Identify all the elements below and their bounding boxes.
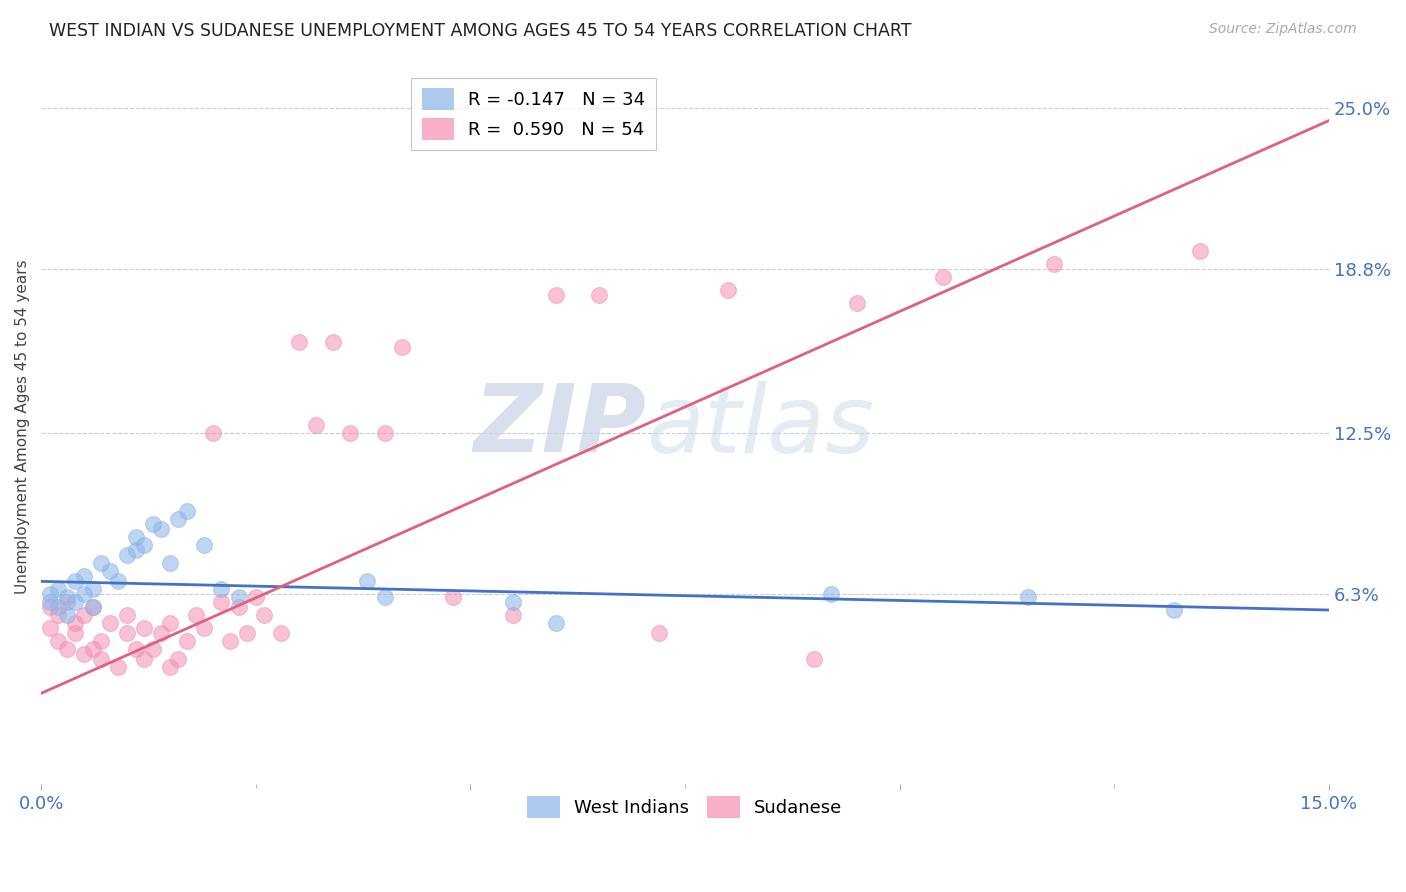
Point — [270, 626, 292, 640]
Point — [228, 590, 250, 604]
Point — [56, 642, 79, 657]
Point — [1189, 244, 1212, 258]
Point — [219, 634, 242, 648]
Point — [176, 504, 198, 518]
Point — [90, 652, 112, 666]
Point — [159, 615, 181, 630]
Point — [82, 642, 104, 657]
Point — [803, 652, 825, 666]
Text: atlas: atlas — [647, 381, 875, 472]
Point — [73, 647, 96, 661]
Point — [115, 608, 138, 623]
Point — [236, 626, 259, 640]
Point — [717, 283, 740, 297]
Point — [931, 269, 953, 284]
Point — [124, 530, 146, 544]
Point — [98, 615, 121, 630]
Point — [90, 634, 112, 648]
Point — [201, 425, 224, 440]
Text: ZIP: ZIP — [474, 381, 647, 473]
Point — [167, 652, 190, 666]
Point — [142, 642, 165, 657]
Point — [502, 595, 524, 609]
Point — [134, 538, 156, 552]
Point — [38, 621, 60, 635]
Point — [159, 660, 181, 674]
Point — [115, 626, 138, 640]
Point — [339, 425, 361, 440]
Point — [373, 590, 395, 604]
Point — [193, 621, 215, 635]
Point — [98, 564, 121, 578]
Point — [90, 556, 112, 570]
Point — [167, 512, 190, 526]
Point — [56, 590, 79, 604]
Point — [65, 595, 87, 609]
Point — [65, 615, 87, 630]
Point — [107, 660, 129, 674]
Point — [209, 595, 232, 609]
Point — [134, 621, 156, 635]
Point — [115, 549, 138, 563]
Point — [82, 582, 104, 597]
Point — [65, 574, 87, 589]
Point — [441, 590, 464, 604]
Point — [588, 288, 610, 302]
Point — [38, 600, 60, 615]
Point — [546, 288, 568, 302]
Point — [124, 543, 146, 558]
Point — [46, 634, 69, 648]
Point — [253, 608, 276, 623]
Point — [73, 587, 96, 601]
Point — [209, 582, 232, 597]
Point — [56, 595, 79, 609]
Point — [845, 295, 868, 310]
Y-axis label: Unemployment Among Ages 45 to 54 years: Unemployment Among Ages 45 to 54 years — [15, 260, 30, 594]
Point — [245, 590, 267, 604]
Point — [38, 595, 60, 609]
Point — [150, 626, 173, 640]
Legend: West Indians, Sudanese: West Indians, Sudanese — [520, 789, 849, 825]
Point — [193, 538, 215, 552]
Point — [46, 582, 69, 597]
Point — [82, 600, 104, 615]
Point — [73, 569, 96, 583]
Text: WEST INDIAN VS SUDANESE UNEMPLOYMENT AMONG AGES 45 TO 54 YEARS CORRELATION CHART: WEST INDIAN VS SUDANESE UNEMPLOYMENT AMO… — [49, 22, 911, 40]
Point — [322, 334, 344, 349]
Point — [73, 608, 96, 623]
Point — [107, 574, 129, 589]
Point — [391, 340, 413, 354]
Point — [176, 634, 198, 648]
Point — [287, 334, 309, 349]
Point — [502, 608, 524, 623]
Point — [65, 626, 87, 640]
Point — [56, 608, 79, 623]
Point — [46, 608, 69, 623]
Point — [142, 517, 165, 532]
Point — [1043, 257, 1066, 271]
Point — [1017, 590, 1039, 604]
Point — [82, 600, 104, 615]
Point — [1163, 603, 1185, 617]
Point — [38, 587, 60, 601]
Point — [184, 608, 207, 623]
Point — [124, 642, 146, 657]
Point — [546, 615, 568, 630]
Point — [228, 600, 250, 615]
Point — [820, 587, 842, 601]
Point — [305, 418, 328, 433]
Point — [373, 425, 395, 440]
Point — [159, 556, 181, 570]
Point — [150, 522, 173, 536]
Point — [356, 574, 378, 589]
Point — [648, 626, 671, 640]
Point — [46, 600, 69, 615]
Point — [134, 652, 156, 666]
Text: Source: ZipAtlas.com: Source: ZipAtlas.com — [1209, 22, 1357, 37]
